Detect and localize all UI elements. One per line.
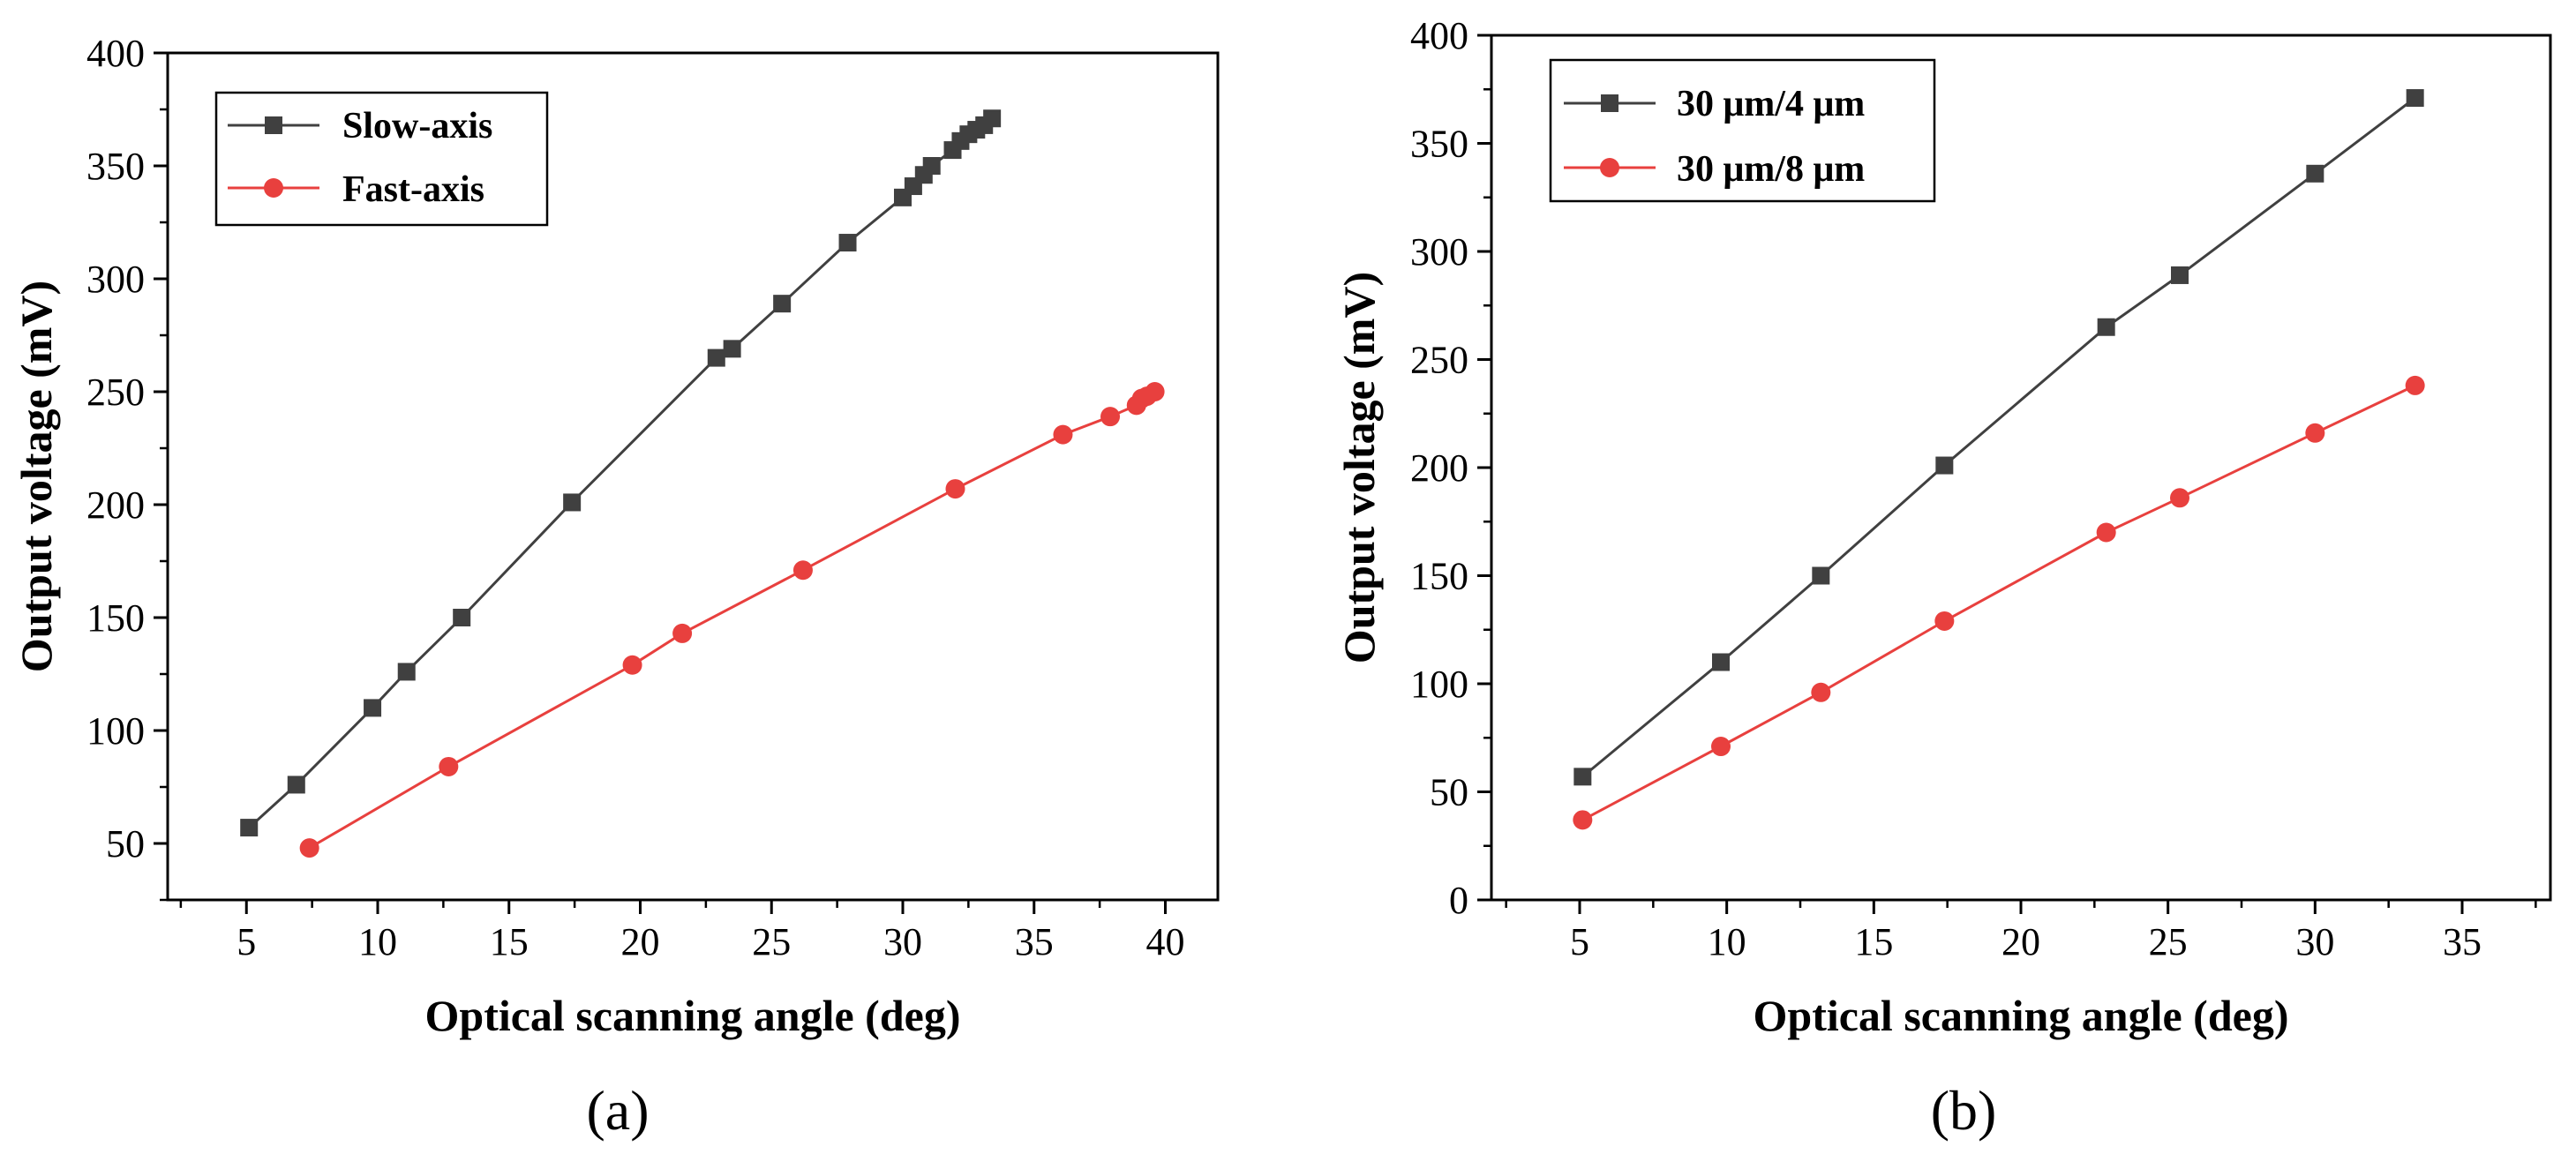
data-point-circle [622,655,642,675]
chart-panel-a: Output voltage (mV) Optical scanning ang… [11,32,1220,1142]
y-tick-label: 350 [86,145,145,188]
y-axis-title: Output voltage (mV) [11,281,61,672]
legend-marker-4um [1601,94,1618,112]
data-point-circle [1934,611,1955,631]
x-tick-label: 35 [1015,920,1054,963]
x-tick-label: 25 [2149,920,2188,963]
y-tick-label: 250 [86,371,145,414]
data-point-circle [2305,423,2325,443]
data-point-circle [1573,810,1593,830]
x-tick-label: 25 [752,920,791,963]
data-point-circle [2405,375,2425,395]
data-point-square [563,493,582,512]
x-tick-label: 15 [1854,920,1893,963]
legend-label-fast-axis: Fast-axis [342,169,484,210]
legend-box [1549,58,1936,203]
data-point-circle [1053,424,1073,445]
x-tick-label: 40 [1146,920,1185,963]
data-point-circle [2096,522,2116,543]
chart-panel-b: Output voltage (mV) Optical scanning ang… [1334,14,2552,1142]
data-point-square [2097,318,2115,336]
data-point-square [707,348,725,367]
data-point-square [397,663,416,681]
legend-marker-fast-axis [264,178,283,198]
x-axis-title: Optical scanning angle (deg) [1754,991,2289,1040]
data-point-square [453,609,471,626]
y-tick-label: 400 [86,32,145,75]
x-tick-label: 35 [2443,920,2482,963]
data-point-square [2406,89,2424,108]
data-point-circle [2170,488,2189,508]
legend-label-4um: 30 μm/4 μm [1677,84,1865,124]
series-line-1 [308,390,1156,850]
data-point-square [1712,653,1730,671]
panel-label: (b) [1931,1079,1997,1142]
y-tick-label: 50 [1430,771,1468,814]
data-point-square [287,776,305,794]
y-tick-label: 50 [106,822,145,866]
data-point-square [922,157,941,175]
y-tick-label: 300 [86,258,145,301]
y-tick-label: 250 [1410,339,1468,382]
data-point-square [2171,266,2189,284]
x-tick-label: 5 [1570,920,1589,963]
legend-label-slow-axis: Slow-axis [342,106,492,146]
legend-box [214,91,549,227]
x-tick-label: 30 [2295,920,2334,963]
x-tick-label: 20 [2001,920,2040,963]
data-point-square [2306,164,2324,183]
series-line-0 [1581,96,2416,778]
x-tick-label: 15 [490,920,529,963]
data-point-square [1935,456,1954,475]
y-tick-label: 300 [1410,230,1468,274]
x-tick-label: 20 [621,920,660,963]
data-point-square [364,699,382,717]
data-point-circle [1145,382,1165,401]
panel-label: (a) [586,1079,649,1142]
y-tick-label: 350 [1410,123,1468,166]
data-point-square [838,234,857,252]
data-point-circle [792,560,813,581]
data-point-circle [1811,682,1831,702]
data-point-square [1812,566,1830,585]
data-point-circle [1100,407,1121,427]
legend-marker-8um [1600,158,1619,177]
data-point-circle [299,838,319,858]
y-axis-title: Output voltage (mV) [1334,272,1384,663]
legend-label-8um: 30 μm/8 μm [1677,149,1865,190]
data-point-circle [945,479,965,499]
y-tick-label: 0 [1449,879,1468,922]
series-line-1 [1581,384,2416,821]
data-point-circle [1711,737,1731,757]
y-tick-label: 100 [1410,663,1468,706]
data-point-circle [672,623,693,643]
y-tick-label: 100 [86,709,145,753]
y-tick-label: 150 [1410,555,1468,598]
legend: 30 μm/4 μm 30 μm/8 μm [1549,58,1936,203]
x-tick-label: 5 [237,920,256,963]
data-point-circle [439,756,459,776]
data-point-square [773,295,792,313]
legend-marker-slow-axis [265,116,282,134]
x-axis-title: Optical scanning angle (deg) [425,991,961,1040]
x-tick-label: 10 [358,920,397,963]
plot-frame [166,51,1220,902]
x-tick-label: 10 [1708,920,1746,963]
data-point-square [240,819,259,837]
data-point-square [983,109,1002,128]
data-point-square [723,340,741,358]
data-point-square [1573,768,1592,786]
x-tick-label: 30 [883,920,922,963]
y-tick-label: 150 [86,596,145,640]
y-tick-label: 200 [86,483,145,527]
y-tick-label: 200 [1410,446,1468,490]
y-tick-label: 400 [1410,14,1468,57]
legend: Slow-axis Fast-axis [214,91,549,227]
